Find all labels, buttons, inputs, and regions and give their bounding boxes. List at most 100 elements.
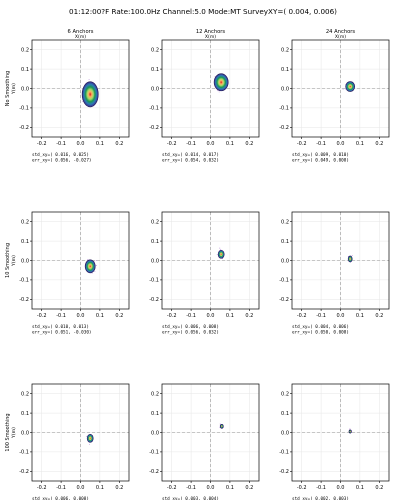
y-axis-label: Y(m) [11,83,17,95]
stats-text: std_xy=( 0.002, 0.003) [292,496,349,500]
stats-text: err_xy=( 0.056, -0.027) [32,158,92,164]
y-tick-label: -0.1 [279,278,289,284]
data-point [87,259,89,260]
x-tick-label: 0.0 [337,141,345,147]
y-tick-label: 0.0 [151,258,159,264]
y-tick-label: 0.0 [21,86,29,92]
y-tick-label: 0.2 [21,220,29,226]
y-tick-label: -0.1 [149,278,159,284]
x-tick-label: -0.1 [316,313,326,319]
y-tick-label: -0.2 [149,297,159,303]
stats-text: err_xy=( 0.056, 0.032) [162,330,219,336]
data-point [349,428,351,430]
data-point [219,247,221,249]
y-tick-label: -0.2 [149,469,159,475]
y-tick-label: 0.0 [151,86,159,92]
y-tick-label: -0.1 [149,106,159,112]
density-blob [347,255,353,263]
y-tick-label: -0.2 [19,297,29,303]
x-tick-label: 0.2 [375,485,383,491]
data-point [86,436,88,438]
y-tick-label: 0.2 [281,392,289,398]
x-axis-label: X(m) [335,34,346,40]
data-point [94,271,96,272]
y-tick-label: 0.1 [281,67,289,73]
y-tick-label: 0.2 [281,220,289,226]
panel: -0.2 -0.1 0.0 0.1 0.2 0.2 0.1 0.0 -0.1 -0.2 10 Smo… [5,211,130,336]
stats-text: std_xy=( 0.014, 0.017) [162,152,219,158]
x-tick-label: 0.2 [245,485,253,491]
row-title: 100 Smoothing [5,413,11,451]
x-tick-label: 0.1 [226,141,234,147]
y-tick-label: 0.2 [21,392,29,398]
x-tick-label: -0.2 [37,485,47,491]
stats-text: std_xy=( 0.006, 0.008) [162,324,219,330]
column-title: 24 Anchors [326,29,356,35]
y-tick-label: 0.1 [151,239,159,245]
y-tick-label: 0.0 [21,258,29,264]
density-blob [345,81,356,92]
y-axis-label: Y(m) [11,255,17,267]
density-blob [219,423,224,429]
x-tick-label: -0.2 [37,141,47,147]
y-tick-label: 0.1 [281,239,289,245]
x-tick-label: -0.1 [186,313,196,319]
x-tick-label: 0.2 [375,141,383,147]
stats-text: std_xy=( 0.016, 0.025) [32,152,89,158]
x-tick-label: -0.1 [186,485,196,491]
panel: -0.2 -0.1 0.0 0.1 0.2 0.2 0.1 0.0 -0.1 -0.2 24 Anc… [279,29,390,164]
data-point [88,78,90,80]
x-tick-label: 0.1 [226,313,234,319]
data-point [95,259,97,261]
x-tick-label: -0.1 [56,141,66,147]
x-tick-label: 0.2 [245,141,253,147]
y-tick-label: 0.1 [281,411,289,417]
y-tick-label: 0.0 [21,430,29,436]
stats-text: err_xy=( 0.049, 0.008) [292,158,349,164]
column-title: 6 Anchors [68,29,94,35]
x-tick-label: 0.0 [77,485,85,491]
data-point [219,423,221,425]
data-point [214,76,216,77]
panel-grid: -0.2 -0.1 0.0 0.1 0.2 0.2 0.1 0.0 -0.1 -0.2 6 Anch… [5,29,390,500]
x-tick-label: -0.1 [56,313,66,319]
data-point [89,443,91,445]
data-point [91,272,93,274]
x-tick-label: -0.2 [297,313,307,319]
data-point [220,249,222,250]
data-point [96,265,97,266]
data-point [342,88,344,90]
x-tick-label: 0.0 [77,141,85,147]
density-blob [84,259,96,274]
stats-text: std_xy=( 0.003, 0.004) [162,496,219,500]
y-tick-label: -0.1 [149,450,159,456]
x-tick-label: 0.0 [207,313,215,319]
y-tick-label: -0.1 [279,450,289,456]
x-tick-label: 0.1 [226,485,234,491]
data-point [216,254,218,256]
y-axis-label: Y(m) [11,427,17,439]
x-tick-label: -0.2 [167,485,177,491]
panel: -0.2 -0.1 0.0 0.1 0.2 0.2 0.1 0.0 -0.1 -0.2 12 Anc… [149,29,260,164]
x-tick-label: -0.1 [186,141,196,147]
y-tick-label: 0.1 [151,411,159,417]
y-tick-label: -0.2 [19,469,29,475]
x-tick-label: 0.1 [96,141,104,147]
y-tick-label: -0.1 [19,450,29,456]
stats-text: std_xy=( 0.004, 0.006) [292,324,349,330]
y-tick-label: -0.2 [279,125,289,131]
stats-text: std_xy=( 0.006, 0.008) [32,496,89,500]
y-tick-label: 0.1 [21,411,29,417]
x-tick-label: 0.0 [207,141,215,147]
data-point [351,255,353,256]
stats-text: err_xy=( 0.050, 0.008) [292,330,349,336]
panel: -0.2 -0.1 0.0 0.1 0.2 0.2 0.1 0.0 -0.1 -0.2 100 Sm… [5,383,130,500]
y-tick-label: 0.2 [151,48,159,54]
stats-text: err_xy=( 0.051, -0.030) [32,330,92,336]
panel: -0.2 -0.1 0.0 0.1 0.2 0.2 0.1 0.0 -0.1 -0.2 std_xy… [279,211,390,336]
y-tick-label: 0.0 [281,258,289,264]
y-tick-label: 0.0 [281,430,289,436]
x-tick-label: -0.1 [316,485,326,491]
x-axis-label: X(m) [205,34,216,40]
x-tick-label: 0.0 [207,485,215,491]
